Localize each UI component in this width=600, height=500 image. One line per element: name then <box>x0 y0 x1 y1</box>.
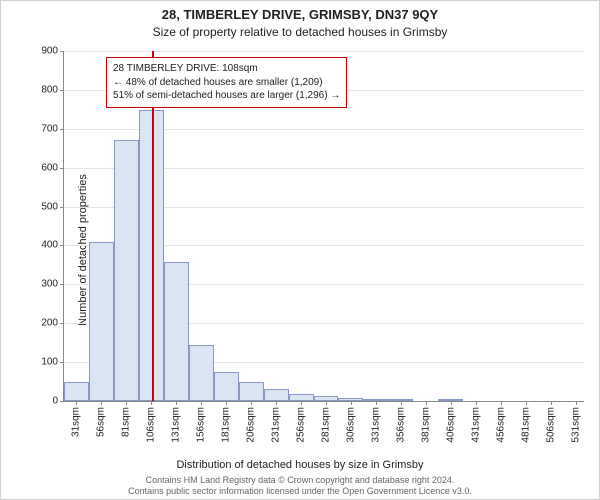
gridline <box>64 51 584 52</box>
x-tick-label: 106sqm <box>146 407 157 443</box>
x-tick-label: 306sqm <box>345 407 356 443</box>
y-tick-label: 900 <box>41 46 58 57</box>
footer-line-2: Contains public sector information licen… <box>1 486 599 497</box>
x-tick-label: 156sqm <box>196 407 207 443</box>
y-tick-label: 0 <box>52 396 58 407</box>
y-tick-label: 400 <box>41 240 58 251</box>
y-tick-label: 800 <box>41 84 58 95</box>
x-tick-label: 206sqm <box>246 407 257 443</box>
x-tick-label: 56sqm <box>96 407 107 437</box>
y-tick-label: 700 <box>41 123 58 134</box>
histogram-bar <box>164 262 189 401</box>
chart-container: 28, TIMBERLEY DRIVE, GRIMSBY, DN37 9QY S… <box>0 0 600 500</box>
x-tick-label: 281sqm <box>320 407 331 443</box>
histogram-bar <box>214 372 239 401</box>
x-axis-label: Distribution of detached houses by size … <box>1 459 599 471</box>
x-tick-label: 256sqm <box>296 407 307 443</box>
x-tick-label: 406sqm <box>445 407 456 443</box>
x-tick-label: 331sqm <box>370 407 381 443</box>
histogram-bar <box>89 242 114 401</box>
x-tick-label: 431sqm <box>470 407 481 443</box>
x-tick-label: 506sqm <box>545 407 556 443</box>
plot-area: 010020030040050060070080090031sqm56sqm81… <box>63 51 584 402</box>
x-tick-label: 131sqm <box>171 407 182 443</box>
page-title: 28, TIMBERLEY DRIVE, GRIMSBY, DN37 9QY <box>1 7 599 22</box>
histogram-bar <box>189 345 214 401</box>
x-tick-label: 181sqm <box>221 407 232 443</box>
footer-line-1: Contains HM Land Registry data © Crown c… <box>1 475 599 486</box>
annotation-line-larger: 51% of semi-detached houses are larger (… <box>113 89 340 103</box>
y-tick-label: 200 <box>41 318 58 329</box>
chart-subtitle: Size of property relative to detached ho… <box>1 25 599 39</box>
histogram-bar <box>264 389 289 401</box>
histogram-bar <box>114 140 139 401</box>
y-tick-label: 300 <box>41 279 58 290</box>
annotation-line-main: 28 TIMBERLEY DRIVE: 108sqm <box>113 62 340 76</box>
histogram-bar <box>139 110 164 401</box>
y-tick-label: 100 <box>41 357 58 368</box>
y-tick-label: 500 <box>41 201 58 212</box>
histogram-bar <box>239 382 264 401</box>
annotation-box: 28 TIMBERLEY DRIVE: 108sqm ← 48% of deta… <box>106 57 347 108</box>
histogram-bar <box>289 394 314 401</box>
x-tick-label: 531sqm <box>570 407 581 443</box>
x-tick-label: 231sqm <box>271 407 282 443</box>
x-tick-label: 31sqm <box>71 407 82 437</box>
attribution-footer: Contains HM Land Registry data © Crown c… <box>1 475 599 498</box>
x-tick-label: 356sqm <box>395 407 406 443</box>
x-tick-label: 456sqm <box>495 407 506 443</box>
x-tick-label: 481sqm <box>520 407 531 443</box>
histogram-bar <box>64 382 89 401</box>
x-tick-label: 381sqm <box>420 407 431 443</box>
y-tick-label: 600 <box>41 162 58 173</box>
x-tick-label: 81sqm <box>121 407 132 437</box>
annotation-line-smaller: ← 48% of detached houses are smaller (1,… <box>113 76 340 90</box>
